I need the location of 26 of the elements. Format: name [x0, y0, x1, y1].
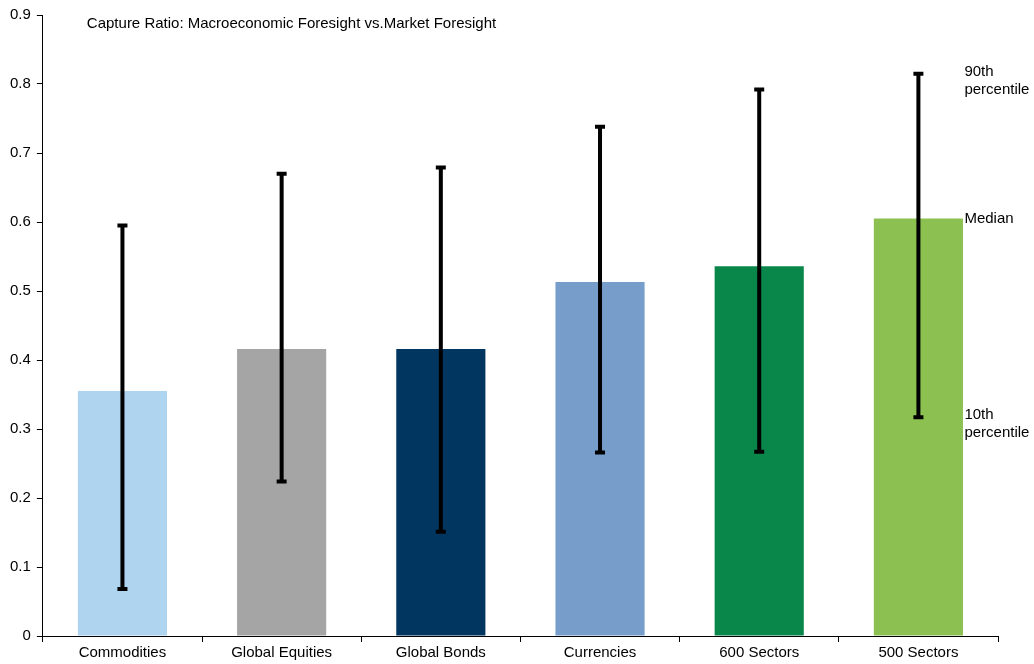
annotation: Median — [964, 208, 1014, 226]
x-tick-label: Global Equities — [231, 643, 333, 661]
x-tick-label: Commodities — [78, 643, 167, 661]
x-tick-label: 600 Sectors — [719, 643, 800, 661]
bar — [714, 266, 804, 636]
x-tick-label: 500 Sectors — [878, 643, 959, 661]
y-tick-label: 0.5 — [9, 281, 31, 299]
y-tick-label: 0.4 — [9, 350, 31, 368]
y-tick-label: 0.9 — [9, 5, 31, 23]
bar — [237, 348, 327, 636]
y-tick-label: 0.6 — [9, 212, 31, 230]
y-tick-label: 0.3 — [9, 419, 31, 437]
bar — [77, 391, 168, 636]
annotation: 90th percentile — [964, 61, 1030, 97]
y-tick-label: 0.8 — [9, 74, 31, 92]
bar — [873, 218, 963, 636]
x-tick-label: Currencies — [563, 643, 637, 661]
y-tick-label: 0 — [22, 626, 31, 644]
y-tick-label: 0.7 — [9, 143, 31, 161]
y-tick-label: 0.2 — [9, 488, 31, 506]
bar — [555, 282, 645, 636]
annotation: 10th percentile — [964, 405, 1030, 441]
chart-title: Capture Ratio: Macroeconomic Foresight vs.Market Foresight — [86, 14, 498, 32]
x-tick-label: Global Bonds — [395, 643, 486, 661]
bar — [396, 348, 486, 636]
y-tick-label: 0.1 — [9, 557, 31, 575]
